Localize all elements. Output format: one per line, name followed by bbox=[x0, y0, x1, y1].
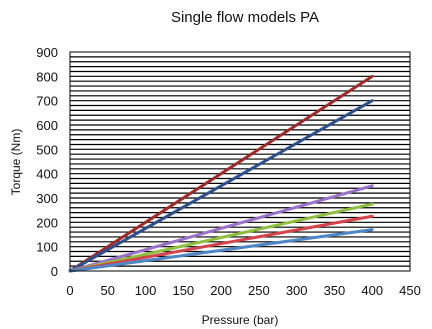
y-tick-label: 700 bbox=[36, 94, 58, 109]
plot-border bbox=[69, 51, 411, 272]
series-lines bbox=[68, 74, 374, 273]
x-tick-label: 450 bbox=[399, 283, 421, 298]
series-line-1 bbox=[68, 74, 374, 273]
y-tick-label: 0 bbox=[51, 264, 58, 279]
x-axis-ticks: 0 50 100 150 200 250 300 350 400 450 bbox=[66, 283, 420, 298]
x-tick-label: 200 bbox=[210, 283, 232, 298]
series-line-5 bbox=[68, 214, 374, 273]
x-axis-label: Pressure (bar) bbox=[202, 313, 279, 327]
y-tick-label: 800 bbox=[36, 69, 58, 84]
x-tick-label: 50 bbox=[101, 283, 115, 298]
x-tick-label: 250 bbox=[248, 283, 270, 298]
series-line-6 bbox=[68, 228, 374, 273]
y-tick-label: 500 bbox=[36, 142, 58, 157]
x-tick-label: 350 bbox=[324, 283, 346, 298]
x-tick-label: 100 bbox=[135, 283, 157, 298]
y-axis-label: Torque (Nm) bbox=[9, 129, 23, 196]
y-axis-ticks: 0 100 200 300 400 500 600 700 800 900 bbox=[36, 45, 58, 279]
y-tick-label: 900 bbox=[36, 45, 58, 60]
x-tick-label: 400 bbox=[361, 283, 383, 298]
series-line-2 bbox=[68, 99, 374, 273]
series-line-4 bbox=[68, 202, 374, 273]
y-tick-label: 100 bbox=[36, 240, 58, 255]
y-tick-label: 200 bbox=[36, 215, 58, 230]
plot-area bbox=[68, 51, 411, 273]
chart-title: Single flow models PA bbox=[171, 9, 319, 26]
y-tick-label: 300 bbox=[36, 191, 58, 206]
x-tick-label: 0 bbox=[66, 283, 73, 298]
y-tick-label: 400 bbox=[36, 167, 58, 182]
x-tick-label: 150 bbox=[172, 283, 194, 298]
y-tick-label: 600 bbox=[36, 118, 58, 133]
series-line-3 bbox=[68, 184, 374, 273]
x-tick-label: 300 bbox=[286, 283, 308, 298]
